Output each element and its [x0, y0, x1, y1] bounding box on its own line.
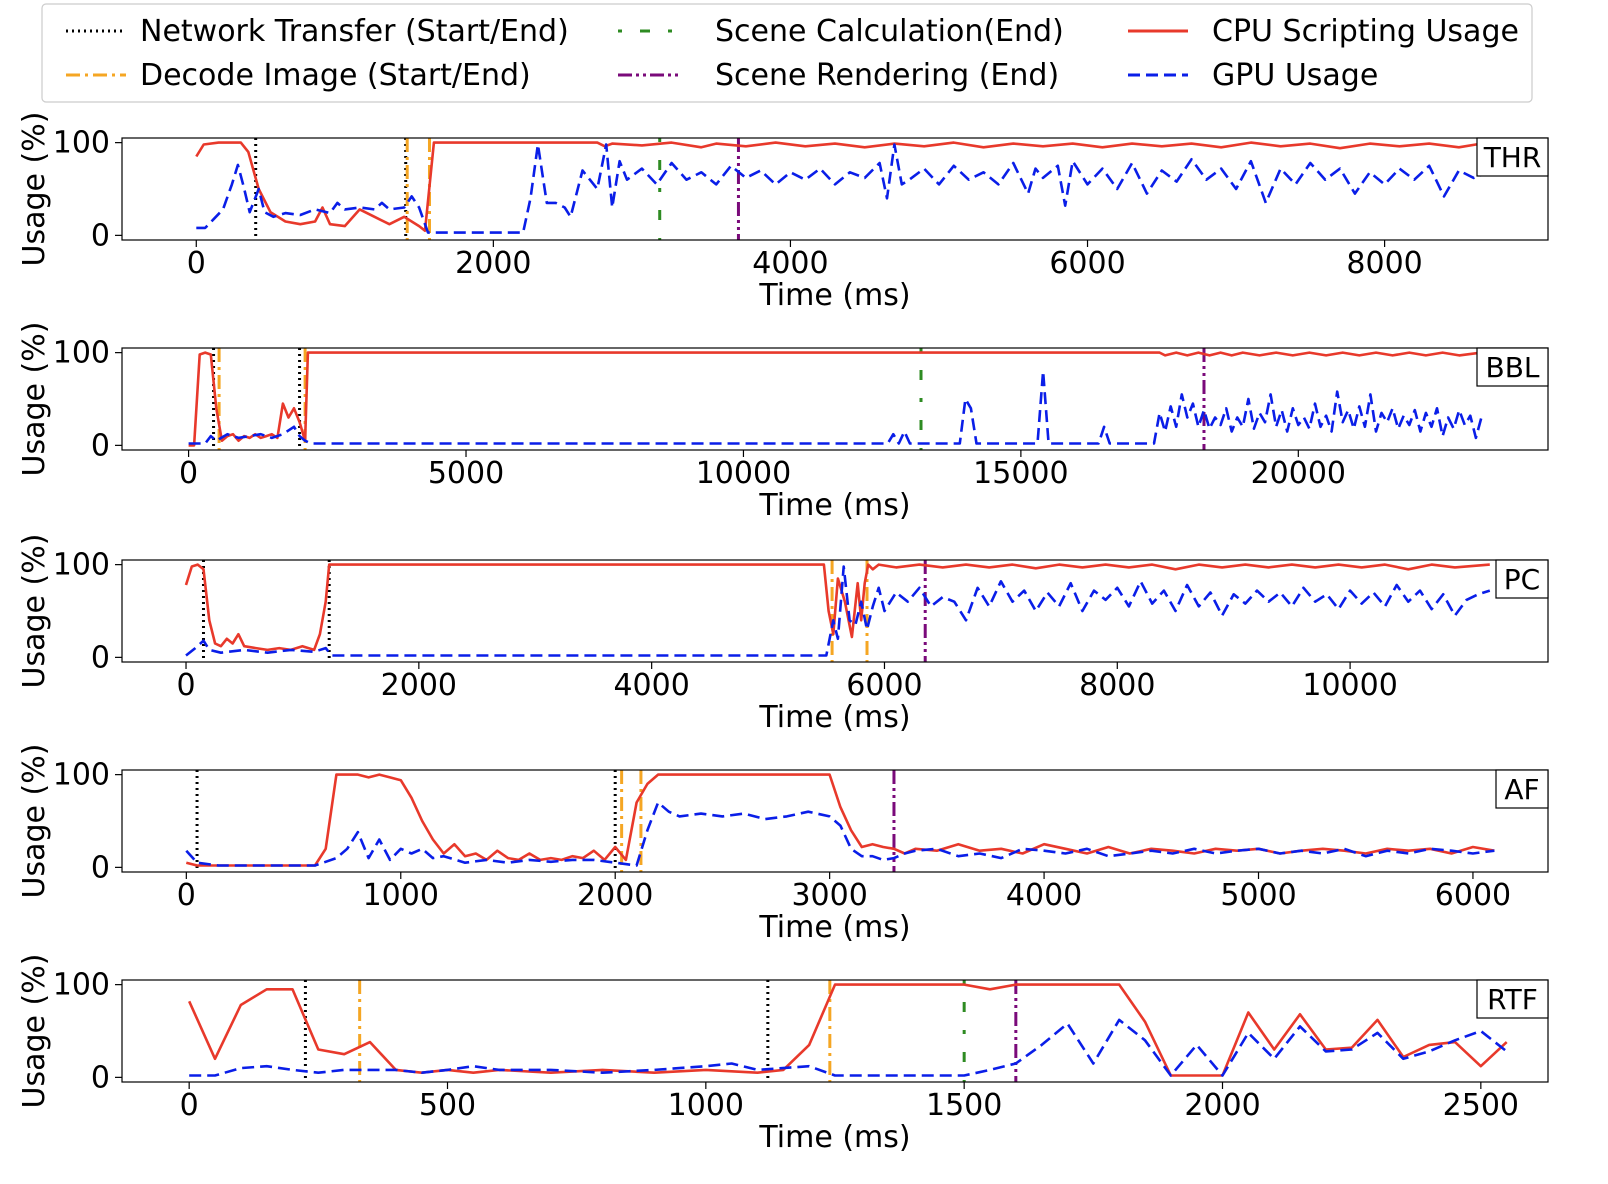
x-tick-label: 8000: [1079, 668, 1155, 703]
gpu-usage-line: [188, 369, 1483, 445]
x-tick-label: 0: [180, 1088, 199, 1123]
x-tick-label: 6000: [1049, 246, 1125, 281]
gpu-usage-line: [196, 143, 1482, 234]
x-tick-label: 6000: [1435, 878, 1511, 913]
panel-tag-pc: PC: [1495, 559, 1549, 599]
x-tick-label: 2000: [455, 246, 531, 281]
x-tick-label: 1500: [926, 1088, 1002, 1123]
x-tick-label: 10000: [696, 456, 791, 491]
legend-label: Scene Rendering (End): [715, 58, 1059, 93]
x-tick-label: 4000: [1006, 878, 1082, 913]
plot-area: [195, 138, 1482, 240]
x-tick-label: 4000: [613, 668, 689, 703]
legend-entry-network-transfer-start-end: Network Transfer (Start/End): [66, 14, 569, 49]
axes-frame: [121, 347, 1549, 451]
cpu-usage-line: [188, 983, 1508, 1077]
legend-entry-gpu-usage: GPU Usage: [1128, 58, 1378, 93]
legend-label: Decode Image (Start/End): [140, 58, 531, 93]
gpu-usage-line: [189, 1018, 1508, 1077]
plot-area: [185, 770, 1495, 872]
plot-area: [184, 560, 1491, 662]
y-tick-label: 100: [53, 336, 110, 371]
panel-tag-label: PC: [1504, 563, 1540, 596]
x-axis-label: Time (ms): [758, 488, 910, 523]
x-axis-label: Time (ms): [758, 1120, 910, 1155]
x-tick-label: 2500: [1443, 1088, 1519, 1123]
legend-entry-scene-rendering-end: Scene Rendering (End): [618, 58, 1059, 93]
cpu-usage-line: [188, 351, 1482, 447]
x-tick-label: 0: [177, 878, 196, 913]
axes-frame: [121, 559, 1549, 663]
legend-label: GPU Usage: [1212, 58, 1378, 93]
y-tick-label: 100: [53, 968, 110, 1003]
legend-label: Network Transfer (Start/End): [140, 14, 569, 49]
x-tick-label: 1000: [668, 1088, 744, 1123]
panel-bbl: 0 100 0 5000 10000 15000 20000 Time (ms) Usage (…: [17, 322, 1549, 523]
x-tick-label: 8000: [1346, 246, 1422, 281]
panel-tag-label: AF: [1504, 773, 1539, 806]
legend-entry-scene-calculation-end: Scene Calculation(End): [618, 14, 1064, 49]
x-tick-label: 5000: [428, 456, 504, 491]
x-tick-label: 5000: [1220, 878, 1296, 913]
x-tick-label: 4000: [752, 246, 828, 281]
legend-frame: [41, 3, 1533, 103]
axes-frame: [121, 137, 1549, 241]
panel-tag-label: BBL: [1485, 351, 1539, 384]
x-tick-label: 6000: [846, 668, 922, 703]
cpu-usage-line: [195, 141, 1482, 232]
x-tick-label: 10000: [1302, 668, 1397, 703]
y-tick-label: 0: [91, 428, 110, 463]
x-tick-label: 20000: [1251, 456, 1346, 491]
plot-area: [188, 348, 1483, 450]
y-tick-label: 0: [91, 1060, 110, 1095]
legend: Network Transfer (Start/End) Decode Image…: [41, 3, 1533, 103]
gpu-usage-line: [185, 565, 1491, 657]
gpu-usage-line: [185, 801, 1495, 867]
y-tick-label: 0: [91, 640, 110, 675]
x-tick-label: 0: [179, 456, 198, 491]
x-tick-label: 0: [187, 246, 206, 281]
x-axis-label: Time (ms): [758, 910, 910, 945]
x-tick-label: 1000: [363, 878, 439, 913]
y-tick-label: 0: [91, 218, 110, 253]
x-tick-label: 2000: [577, 878, 653, 913]
panel-tag-af: AF: [1495, 769, 1549, 809]
panel-tag-thr: THR: [1476, 137, 1549, 177]
y-axis-label: Usage (%): [17, 954, 52, 1109]
panel-tag-rtf: RTF: [1476, 979, 1549, 1019]
axes-frame: [121, 769, 1549, 873]
x-tick-label: 2000: [381, 668, 457, 703]
x-tick-label: 500: [419, 1088, 476, 1123]
cpu-usage-line: [184, 563, 1490, 652]
panel-tag-bbl: BBL: [1476, 347, 1549, 387]
x-tick-label: 15000: [973, 456, 1068, 491]
x-axis-label: Time (ms): [758, 278, 910, 313]
legend-entry-decode-image-start-end: Decode Image (Start/End): [66, 58, 531, 93]
axes-frame: [121, 979, 1549, 1083]
y-axis-label: Usage (%): [17, 112, 52, 267]
panel-tag-label: THR: [1483, 141, 1542, 174]
legend-entry-cpu-scripting-usage: CPU Scripting Usage: [1128, 14, 1519, 49]
y-tick-label: 100: [53, 126, 110, 161]
x-tick-label: 0: [176, 668, 195, 703]
x-axis-label: Time (ms): [758, 700, 910, 735]
x-tick-label: 2000: [1184, 1088, 1260, 1123]
legend-label: CPU Scripting Usage: [1212, 14, 1519, 49]
y-axis-label: Usage (%): [17, 744, 52, 899]
y-tick-label: 0: [91, 850, 110, 885]
plot-area: [188, 980, 1508, 1082]
y-axis-label: Usage (%): [17, 534, 52, 689]
x-tick-label: 3000: [791, 878, 867, 913]
y-axis-label: Usage (%): [17, 322, 52, 477]
y-tick-label: 100: [53, 548, 110, 583]
legend-label: Scene Calculation(End): [715, 14, 1064, 49]
y-tick-label: 100: [53, 758, 110, 793]
panel-tag-label: RTF: [1487, 983, 1538, 1016]
